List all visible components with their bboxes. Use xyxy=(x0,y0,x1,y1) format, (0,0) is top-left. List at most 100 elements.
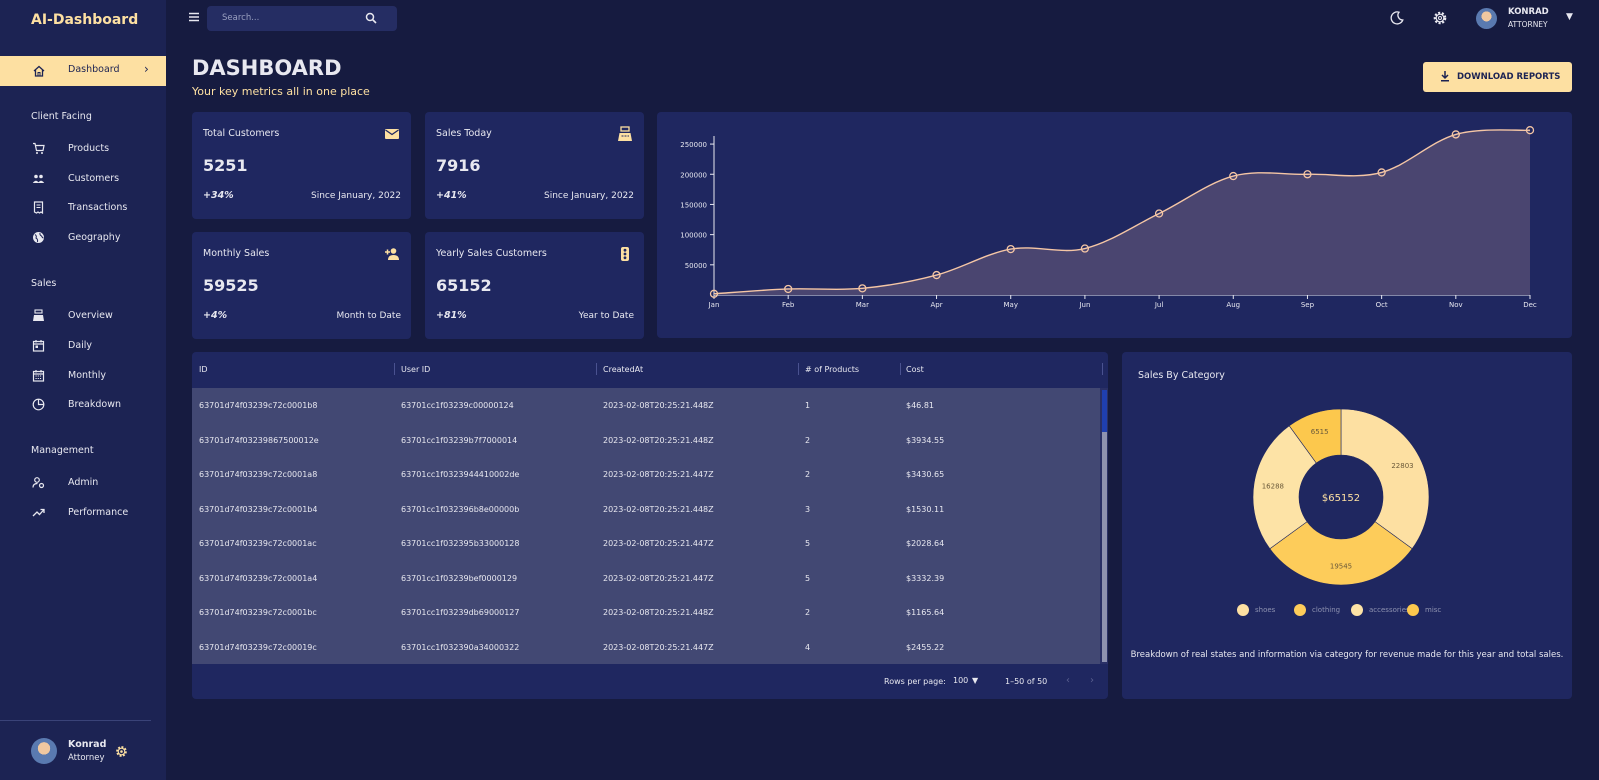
sidebar-item-daily[interactable]: Daily xyxy=(0,335,166,357)
column-separator[interactable] xyxy=(798,363,799,375)
data-point[interactable] xyxy=(709,289,719,298)
sidebar-item-breakdown[interactable]: Breakdown xyxy=(0,394,166,416)
cell-id: 63701d74f03239c72c0001b4 xyxy=(199,504,318,514)
stat-period: Since January, 2022 xyxy=(310,191,401,201)
table-scroll-track[interactable] xyxy=(1102,432,1107,662)
stat-period: Month to Date xyxy=(336,311,401,321)
data-point[interactable] xyxy=(932,270,941,280)
caret-down-icon[interactable]: ▼ xyxy=(1566,12,1573,22)
column-header-user-id[interactable]: User ID xyxy=(401,365,431,374)
column-separator[interactable] xyxy=(596,363,597,375)
legend-swatch xyxy=(1237,604,1249,616)
pie-slice[interactable] xyxy=(1288,408,1342,464)
legend-swatch xyxy=(1407,604,1419,616)
data-point[interactable] xyxy=(1377,168,1386,177)
legend-label: accessories xyxy=(1369,606,1410,614)
table-row[interactable]: 63701d74f03239c72c0001a4 63701cc1f03239be… xyxy=(192,561,1105,595)
column-header-products[interactable]: # of Products xyxy=(805,365,860,374)
cell-user-id: 63701cc1f0323944410002de xyxy=(401,470,520,479)
column-separator[interactable] xyxy=(1102,363,1103,375)
cell-id: 63701d74f03239c72c0001a8 xyxy=(199,470,318,479)
pie-slice[interactable] xyxy=(1252,425,1317,550)
sidebar-item-products[interactable]: Products xyxy=(0,138,166,160)
sidebar-item-label: Products xyxy=(68,143,110,154)
cell-created-at: 2023-02-08T20:25:21.447Z xyxy=(603,573,714,583)
stat-title: Monthly Sales xyxy=(203,248,270,259)
data-point[interactable] xyxy=(1303,170,1312,179)
home-icon xyxy=(33,65,45,77)
pie-chart-title: Sales By Category xyxy=(1138,370,1225,381)
table-row[interactable]: 63701d74f03239c72c0001a8 63701cc1f0323944… xyxy=(192,457,1105,491)
search-icon[interactable] xyxy=(365,12,377,24)
menu-icon[interactable] xyxy=(188,11,200,23)
table-row[interactable]: 63701d74f03239c72c0001b4 63701cc1f032396b… xyxy=(192,492,1105,526)
cell-user-id: 63701cc1f032390a34000322 xyxy=(401,642,520,652)
column-separator[interactable] xyxy=(394,363,395,375)
column-header-cost[interactable]: Cost xyxy=(906,365,924,374)
data-point[interactable] xyxy=(1229,171,1238,181)
cell-user-id: 63701cc1f03239c00000124 xyxy=(401,401,514,410)
cell-products: 5 xyxy=(805,539,811,548)
stat-title: Yearly Sales Customers xyxy=(436,248,547,259)
section-client-facing: Client Facing xyxy=(31,111,92,122)
brand-logo[interactable]: AI-Dashboard xyxy=(31,12,139,28)
cell-products: 2 xyxy=(805,470,811,479)
rows-per-page-select[interactable]: 100 xyxy=(953,676,969,685)
cell-products: 1 xyxy=(805,401,811,410)
caret-down-icon[interactable]: ▼ xyxy=(972,676,979,685)
avatar[interactable] xyxy=(1476,8,1497,29)
sidebar: AI-Dashboard Dashboard › Client Facing P… xyxy=(0,0,166,780)
stat-value: 59525 xyxy=(203,276,259,295)
y-tick-label: 100000 xyxy=(680,232,707,240)
x-tick-label: Nov xyxy=(1449,301,1463,309)
sidebar-item-geography[interactable]: Geography xyxy=(0,227,166,249)
data-point[interactable] xyxy=(784,284,793,294)
data-point[interactable] xyxy=(858,284,867,293)
pie-slice[interactable] xyxy=(1269,521,1413,586)
sidebar-item-label: Monthly xyxy=(68,370,107,381)
data-point[interactable] xyxy=(1451,130,1460,139)
sidebar-item-admin[interactable]: Admin xyxy=(0,472,166,494)
data-point[interactable] xyxy=(1080,244,1090,253)
cart-icon xyxy=(33,142,45,154)
table-row[interactable]: 63701d74f03239c72c0001b8 63701cc1f03239c0… xyxy=(192,388,1105,422)
table-row[interactable]: 63701d74f03239c72c00019c 63701cc1f032390a… xyxy=(192,630,1105,664)
gear-icon[interactable] xyxy=(114,744,129,759)
sidebar-item-label: Geography xyxy=(68,232,121,243)
gear-icon[interactable] xyxy=(1432,10,1448,26)
avatar[interactable] xyxy=(31,738,57,764)
sidebar-item-dashboard[interactable]: Dashboard › xyxy=(0,56,166,86)
stat-card-yearly-sales: Yearly Sales Customers 65152 +81% Year t… xyxy=(425,232,644,339)
cell-cost: $2455.22 xyxy=(906,642,945,652)
download-reports-button[interactable]: DOWNLOAD REPORTS xyxy=(1423,62,1572,92)
data-point[interactable] xyxy=(1006,244,1015,254)
sidebar-item-transactions[interactable]: Transactions xyxy=(0,197,166,219)
table-row[interactable]: 63701d74f03239867500012e 63701cc1f03239b7… xyxy=(192,423,1105,457)
table-row[interactable]: 63701d74f03239c72c0001ac 63701cc1f032395b… xyxy=(192,526,1105,560)
table-body: 63701d74f03239c72c0001b8 63701cc1f03239c0… xyxy=(192,388,1105,664)
search-bar[interactable]: Search... xyxy=(207,6,397,31)
dark-mode-icon[interactable] xyxy=(1389,10,1405,26)
table-scroll-thumb[interactable] xyxy=(1102,390,1107,432)
column-header-created-at[interactable]: CreatedAt xyxy=(603,365,644,374)
search-input[interactable]: Search... xyxy=(222,13,260,23)
point-of-sale-icon xyxy=(33,309,44,321)
chevron-left-icon[interactable]: ‹ xyxy=(1066,675,1070,686)
stat-change: +4% xyxy=(203,310,228,321)
sidebar-item-overview[interactable]: Overview xyxy=(0,305,166,327)
chevron-right-icon[interactable]: › xyxy=(1090,675,1094,686)
sidebar-item-customers[interactable]: Customers xyxy=(0,168,166,190)
sidebar-item-performance[interactable]: Performance xyxy=(0,502,166,524)
cell-cost: $46.81 xyxy=(906,401,934,410)
user-role: ATTORNEY xyxy=(1508,20,1548,29)
cell-created-at: 2023-02-08T20:25:21.448Z xyxy=(603,504,714,514)
pie-slice[interactable] xyxy=(1340,408,1430,550)
data-point[interactable] xyxy=(1154,209,1164,218)
cell-products: 4 xyxy=(805,642,811,652)
receipt-icon xyxy=(33,201,44,214)
table-row[interactable]: 63701d74f03239c72c0001bc 63701cc1f03239db… xyxy=(192,595,1105,629)
column-separator[interactable] xyxy=(900,363,901,375)
sidebar-item-monthly[interactable]: Monthly xyxy=(0,365,166,387)
data-point[interactable] xyxy=(1525,126,1535,135)
column-header-id[interactable]: ID xyxy=(199,365,208,374)
